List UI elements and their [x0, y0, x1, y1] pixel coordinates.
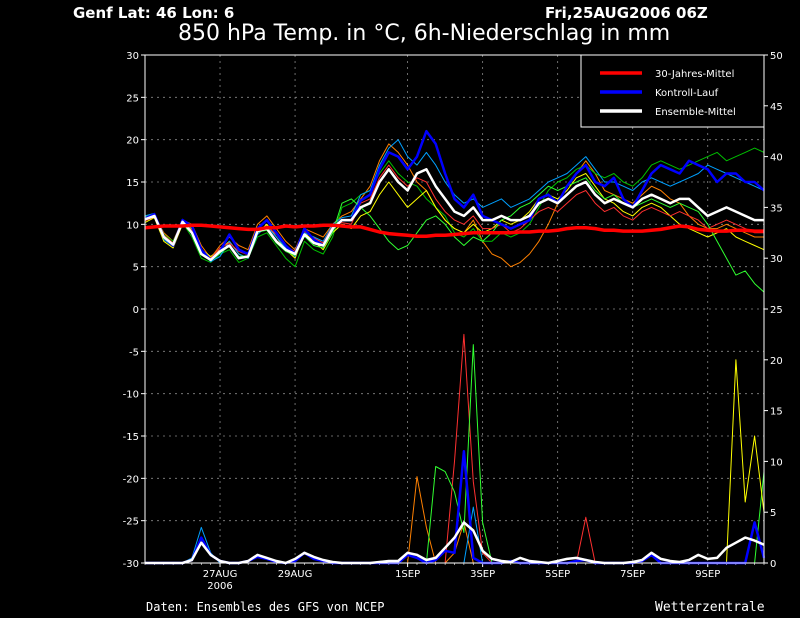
- right-tick-label: 15: [770, 407, 783, 418]
- series-line-member-12: [145, 333, 764, 564]
- left-tick-label: 30: [126, 51, 139, 62]
- x-tick-label: 5SEP: [545, 569, 570, 580]
- right-tick-label: 40: [770, 153, 783, 164]
- series-line-member-6: [144, 139, 765, 263]
- left-tick-label: -25: [123, 517, 139, 528]
- series-line-kontroll-lauf-niederschlag: [145, 449, 766, 565]
- location-label: Genf Lat: 46 Lon: 6: [73, 4, 234, 22]
- x-tick-label: 29AUG: [278, 569, 313, 580]
- series-line-ensemble-mittel-niederschlag: [145, 521, 765, 565]
- series-line-member-13: [145, 344, 765, 564]
- legend-label: Ensemble-Mittel: [655, 107, 736, 118]
- grid: [145, 55, 764, 563]
- left-tick-label: 25: [126, 93, 139, 104]
- legend: 30-Jahres-Mittel Kontroll-Lauf Ensemble-Mi…: [580, 54, 765, 128]
- legend-label: 30-Jahres-Mittel: [655, 69, 734, 80]
- right-tick-label: 20: [770, 356, 783, 367]
- left-tick-label: 0: [133, 305, 139, 316]
- right-tick-label: 45: [770, 102, 783, 113]
- right-tick-label: 10: [770, 457, 783, 468]
- left-tick-label: -15: [123, 432, 139, 443]
- left-tick-label: -30: [123, 559, 139, 570]
- left-axis-ticks: 30 25 20 15 10 5 0 -5 -10 -15 -20 -25 -30: [123, 51, 145, 570]
- x-tick-label: 1SEP: [395, 569, 420, 580]
- right-tick-label: 30: [770, 254, 783, 265]
- right-tick-label: 50: [770, 51, 783, 62]
- right-tick-label: 0: [770, 559, 776, 570]
- series-layer: [144, 129, 766, 565]
- left-tick-label: 15: [126, 178, 139, 189]
- x-tick-sublabel: 2006: [207, 581, 232, 592]
- right-tick-label: 35: [770, 203, 783, 214]
- series-line-kontroll-lauf: [144, 129, 765, 262]
- series-line-member-15: [145, 506, 764, 564]
- left-tick-label: -5: [129, 347, 139, 358]
- plot-frame: [144, 54, 765, 564]
- chart-title: 850 hPa Temp. in °C, 6h-Niederschlag in …: [178, 21, 670, 46]
- x-tick-label: 7SEP: [620, 569, 645, 580]
- series-line-30-jahres-mittel: [144, 223, 764, 238]
- x-tick-label: 27AUG: [203, 569, 238, 580]
- right-tick-label: 5: [770, 508, 776, 519]
- right-tick-label: 25: [770, 305, 783, 316]
- left-tick-label: -20: [123, 474, 139, 485]
- left-tick-label: 20: [126, 136, 139, 147]
- footer-brand: Wetterzentrale: [655, 600, 765, 615]
- footer-source: Daten: Ensembles des GFS von NCEP: [146, 600, 384, 614]
- run-label: Fri,25AUG2006 06Z: [545, 4, 708, 22]
- left-tick-label: 10: [126, 220, 139, 231]
- x-tick-label: 3SEP: [470, 569, 495, 580]
- series-line-ensemble-mittel: [144, 168, 764, 262]
- x-tick-label: 9SEP: [695, 569, 720, 580]
- left-tick-label: -10: [123, 390, 139, 401]
- left-tick-label: 5: [133, 263, 139, 274]
- legend-label: Kontroll-Lauf: [655, 88, 719, 99]
